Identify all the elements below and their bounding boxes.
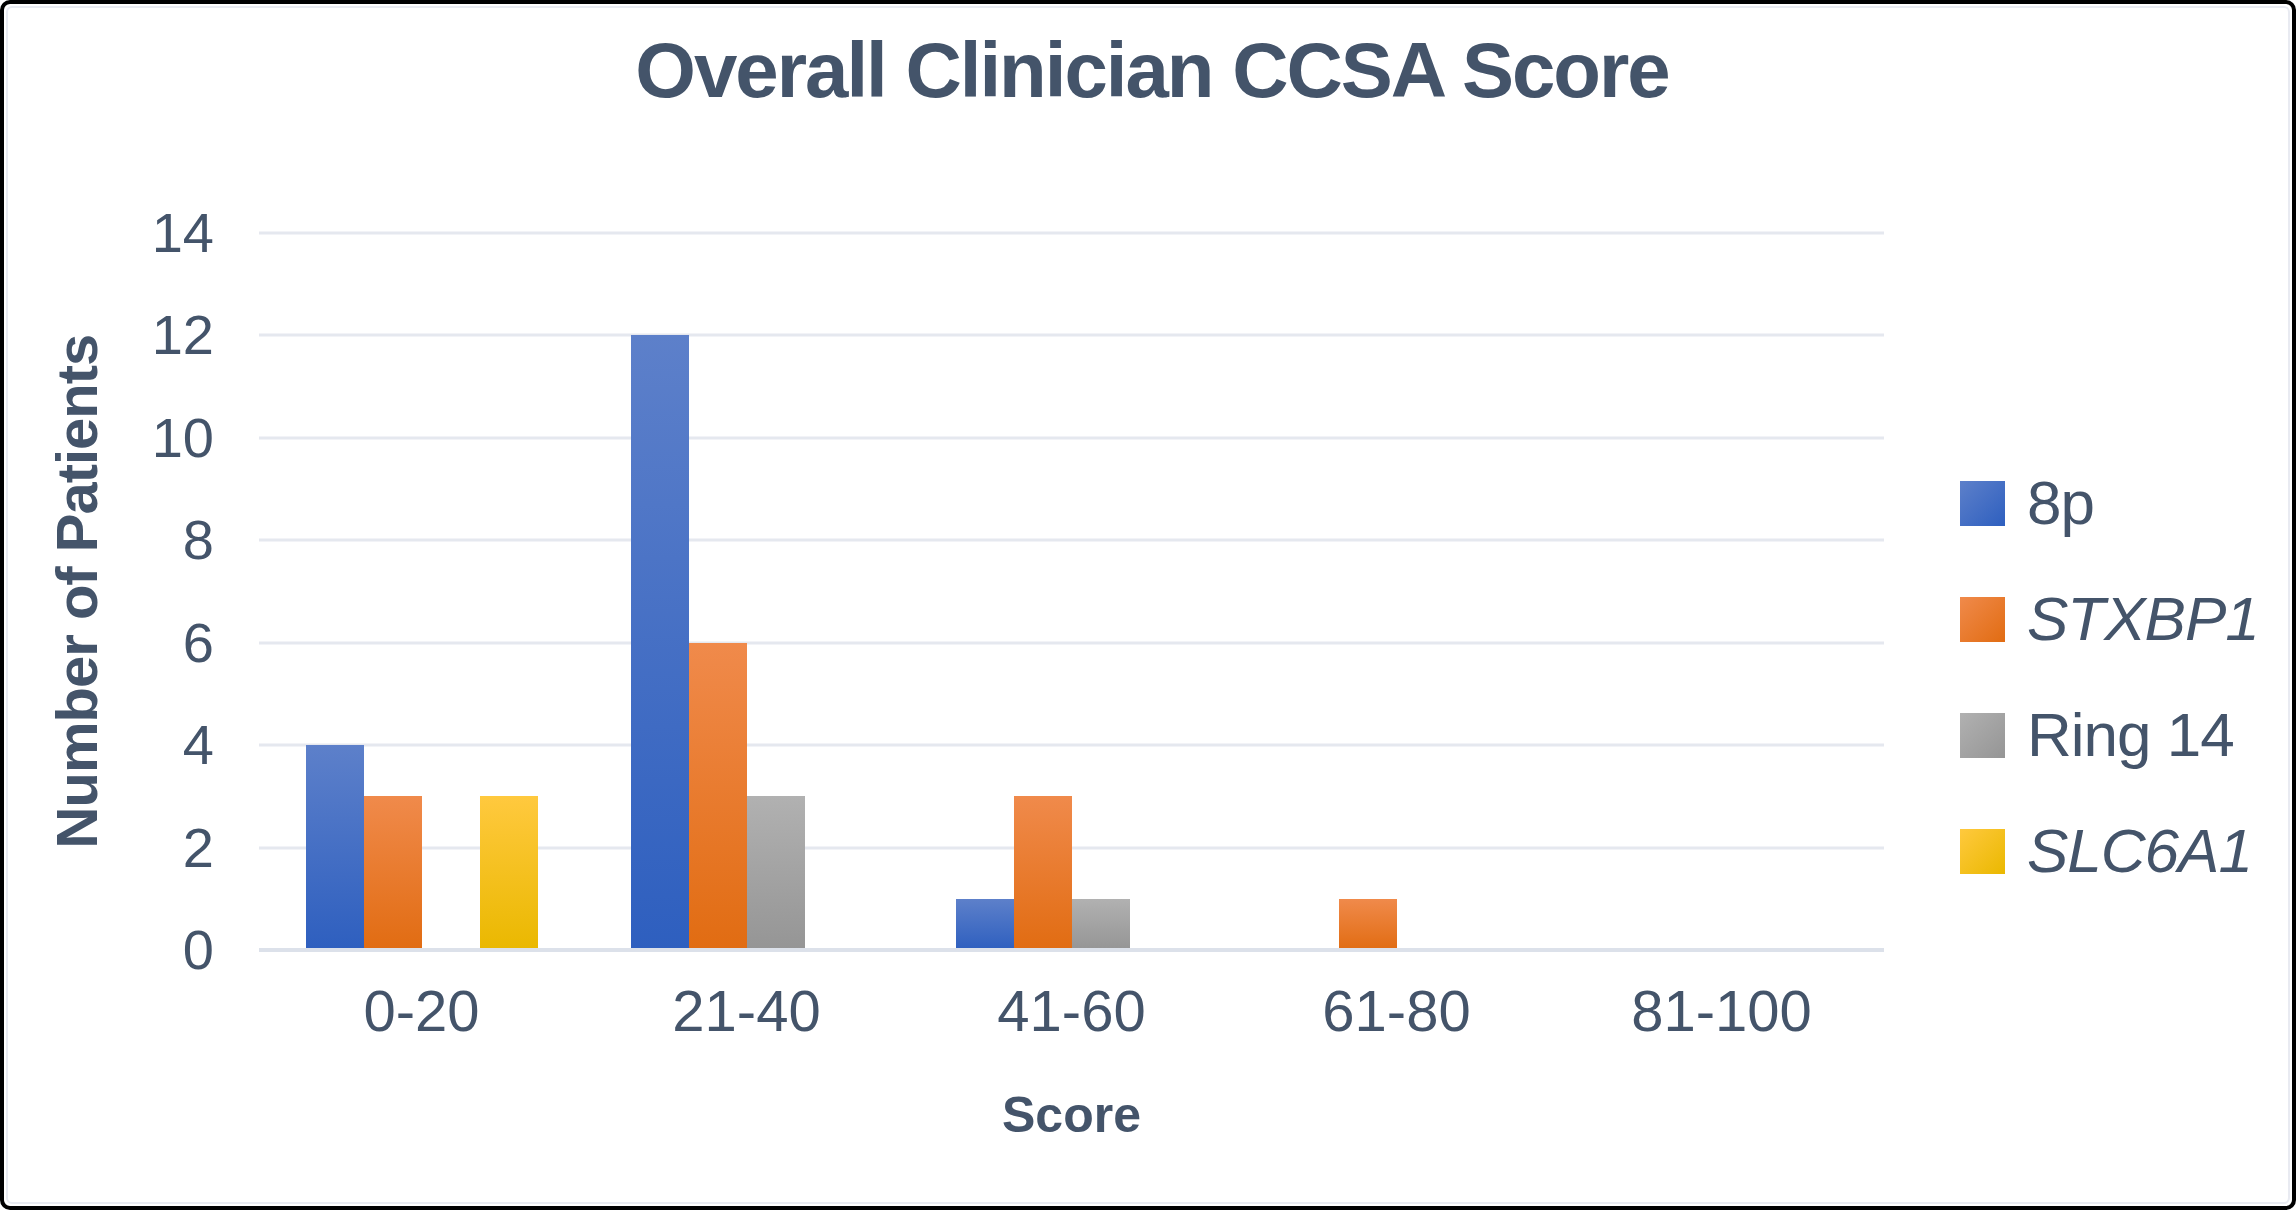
y-tick-label-14: 14 [4, 205, 214, 261]
legend: 8p STXBP1 Ring 14 SLC6A1 [1960, 472, 2259, 882]
y-tick-label-8: 8 [4, 512, 214, 568]
legend-label: STXBP1 [2027, 588, 2259, 650]
plot-area [259, 233, 1884, 950]
legend-label: 8p [2027, 472, 2094, 534]
y-tick-labels: 02468101214 [4, 233, 214, 950]
bar-slc6a1-0-20 [480, 796, 538, 950]
bar-group-41-60 [909, 233, 1234, 950]
bar-ring-14-41-60 [1072, 899, 1130, 950]
x-tick-label-0-20: 0-20 [259, 982, 584, 1040]
legend-item-stxbp1: STXBP1 [1960, 588, 2259, 650]
x-tick-label-21-40: 21-40 [584, 982, 909, 1040]
bar-group-81-100 [1559, 233, 1884, 950]
bar-stxbp1-0-20 [364, 796, 422, 950]
legend-swatch-icon [1960, 481, 2005, 526]
x-tick-label-61-80: 61-80 [1234, 982, 1559, 1040]
y-tick-label-6: 6 [4, 615, 214, 671]
bar-8p-21-40 [631, 335, 689, 950]
y-tick-label-0: 0 [4, 922, 214, 978]
y-tick-label-2: 2 [4, 820, 214, 876]
legend-item-slc6a1: SLC6A1 [1960, 820, 2259, 882]
x-tick-label-81-100: 81-100 [1559, 982, 1884, 1040]
bar-stxbp1-21-40 [689, 643, 747, 950]
x-tick-label-41-60: 41-60 [909, 982, 1234, 1040]
bar-8p-0-20 [306, 745, 364, 950]
bar-groups [259, 233, 1884, 950]
bar-8p-41-60 [956, 899, 1014, 950]
x-axis-line [259, 948, 1884, 952]
bar-group-21-40 [584, 233, 909, 950]
chart-frame: Overall Clinician CCSA Score Number of P… [0, 0, 2296, 1210]
legend-swatch-icon [1960, 597, 2005, 642]
y-tick-label-4: 4 [4, 717, 214, 773]
legend-item-8p: 8p [1960, 472, 2259, 534]
legend-item-ring-14: Ring 14 [1960, 704, 2259, 766]
x-tick-labels: 0-2021-4041-6061-8081-100 [259, 982, 1884, 1040]
legend-swatch-icon [1960, 713, 2005, 758]
chart-title: Overall Clinician CCSA Score [4, 30, 2296, 112]
x-axis-title: Score [259, 1086, 1884, 1144]
y-tick-label-12: 12 [4, 307, 214, 363]
bar-group-61-80 [1234, 233, 1559, 950]
y-tick-label-10: 10 [4, 410, 214, 466]
legend-label: Ring 14 [2027, 704, 2234, 766]
bar-group-0-20 [259, 233, 584, 950]
legend-label: SLC6A1 [2027, 820, 2252, 882]
bar-ring-14-21-40 [747, 796, 805, 950]
legend-swatch-icon [1960, 829, 2005, 874]
bar-stxbp1-61-80 [1339, 899, 1397, 950]
bar-stxbp1-41-60 [1014, 796, 1072, 950]
